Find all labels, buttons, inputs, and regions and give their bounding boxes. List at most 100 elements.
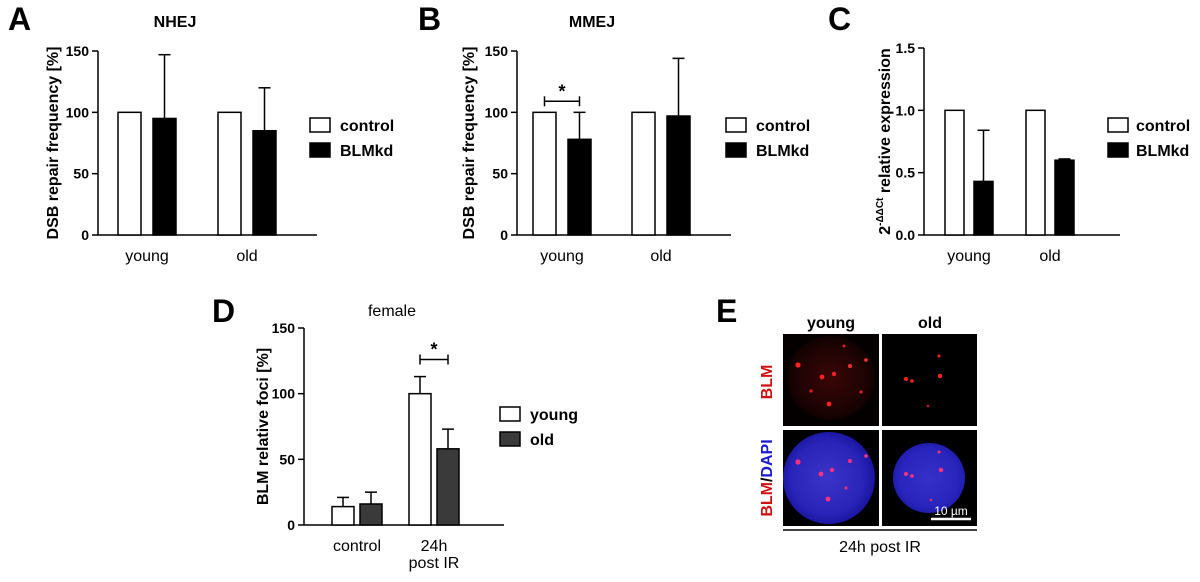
y-axis-label-suffix: relative expression bbox=[877, 48, 894, 197]
y-tick-label: 150 bbox=[272, 320, 296, 336]
bar-control bbox=[532, 111, 557, 236]
y-tick-label: 50 bbox=[73, 166, 89, 182]
legend-label-blmkd: BLMkd bbox=[756, 143, 809, 160]
x-category-label: young bbox=[947, 248, 991, 265]
y-tick-label: 0 bbox=[500, 227, 508, 243]
legend-swatch-control bbox=[309, 117, 331, 133]
legend-label-blmkd: BLMkd bbox=[1136, 143, 1189, 160]
x-category-label: old bbox=[650, 248, 671, 265]
column-label-old: old bbox=[918, 315, 942, 332]
bar-blmkd bbox=[567, 138, 592, 236]
panel-letter-e: E bbox=[716, 293, 737, 329]
y-tick-label: 100 bbox=[485, 104, 509, 120]
legend-swatch-control bbox=[725, 117, 747, 133]
y-axis-label: BLM relative foci [%] bbox=[255, 348, 272, 505]
y-tick-label: 50 bbox=[279, 451, 295, 467]
image-blm-old bbox=[882, 334, 977, 426]
image-merge-young bbox=[783, 430, 879, 526]
chart-title: MMEJ bbox=[569, 14, 615, 31]
panel-letter-a: A bbox=[8, 1, 31, 37]
legend-swatch-blmkd bbox=[725, 142, 747, 158]
chart-relative-expression: 0.00.51.01.52-ΔΔCt relative expressionyo… bbox=[875, 40, 1120, 265]
legend-swatch-young bbox=[499, 406, 521, 422]
legend-swatch-control bbox=[1107, 117, 1129, 133]
x-category-label: 24h bbox=[421, 538, 448, 555]
row-label-blm: BLM bbox=[759, 365, 776, 400]
bar-blmkd bbox=[666, 115, 691, 236]
x-category-label: old bbox=[1039, 248, 1060, 265]
bar-blmkd bbox=[973, 180, 994, 236]
row-label-blm-dapi: BLM/DAPI bbox=[759, 439, 776, 516]
y-tick-label: 1.5 bbox=[896, 40, 916, 56]
bar-old bbox=[359, 503, 383, 526]
legend-label-blmkd: BLMkd bbox=[340, 143, 393, 160]
legend-a: control BLMkd bbox=[309, 117, 394, 160]
y-tick-label: 50 bbox=[492, 166, 508, 182]
y-axis-label: DSB repair frequency [%] bbox=[461, 47, 478, 240]
y-tick-label: 0 bbox=[287, 517, 295, 533]
legend-label-control: control bbox=[1136, 118, 1190, 135]
panel-e-microscopy: young old BLM BLM/DAPI bbox=[759, 315, 977, 556]
y-tick-label: 150 bbox=[66, 43, 90, 59]
bar-blmkd bbox=[152, 117, 177, 236]
x-category-label: control bbox=[333, 538, 381, 555]
significance-star: * bbox=[558, 81, 565, 101]
panel-letter-d: D bbox=[212, 293, 235, 329]
legend-label-old: old bbox=[530, 432, 554, 449]
y-tick-label: 0 bbox=[81, 227, 89, 243]
image-merge-old: 10 µm bbox=[882, 430, 977, 526]
chart-title: female bbox=[368, 303, 416, 320]
legend-swatch-blmkd bbox=[1107, 142, 1129, 158]
y-axis-label-superscript: -ΔΔCt bbox=[875, 197, 886, 226]
nucleus-old-dapi bbox=[893, 443, 965, 513]
legend-c: control BLMkd bbox=[1107, 117, 1190, 160]
scale-bar-label: 10 µm bbox=[934, 504, 968, 518]
y-tick-label: 0.0 bbox=[896, 227, 916, 243]
nucleus-young-dapi bbox=[783, 432, 875, 524]
y-tick-label: 100 bbox=[272, 386, 296, 402]
panel-letter-c: C bbox=[828, 1, 851, 37]
bar-old bbox=[436, 448, 460, 526]
legend-label-control: control bbox=[340, 118, 394, 135]
row-label-blm-part: BLM bbox=[759, 482, 776, 517]
chart-title: NHEJ bbox=[154, 14, 197, 31]
y-tick-label: 1.0 bbox=[896, 102, 916, 118]
bar-blmkd bbox=[1054, 159, 1075, 236]
image-blm-young bbox=[783, 334, 879, 426]
chart-mmej: MMEJ 0 50 100 150 DSB repair frequency [%] you… bbox=[461, 14, 731, 265]
significance-star: * bbox=[430, 340, 437, 360]
caption-24h-post-ir: 24h post IR bbox=[839, 539, 921, 556]
y-axis-label: 2-ΔΔCt relative expression bbox=[875, 48, 894, 235]
x-category-label: post IR bbox=[409, 555, 460, 572]
column-label-young: young bbox=[807, 315, 855, 332]
legend-label-control: control bbox=[756, 118, 810, 135]
bar-blmkd bbox=[252, 129, 277, 236]
x-category-label: old bbox=[236, 248, 257, 265]
x-category-label: young bbox=[125, 248, 169, 265]
panel-letter-b: B bbox=[418, 1, 441, 37]
bar-control bbox=[117, 111, 142, 236]
x-category-label: young bbox=[540, 248, 584, 265]
y-tick-label: 100 bbox=[66, 104, 90, 120]
y-axis-label-base: 2 bbox=[877, 226, 894, 235]
legend-b: control BLMkd bbox=[725, 117, 810, 160]
legend-swatch-blmkd bbox=[309, 142, 331, 158]
y-tick-label: 0.5 bbox=[896, 165, 916, 181]
legend-swatch-old bbox=[499, 431, 521, 447]
bar-young bbox=[331, 505, 355, 526]
bar-control bbox=[944, 109, 965, 236]
y-axis-label: DSB repair frequency [%] bbox=[45, 47, 62, 240]
row-label-dapi-part: DAPI bbox=[759, 439, 776, 477]
legend-label-young: young bbox=[530, 407, 578, 424]
legend-d: young old bbox=[499, 406, 578, 449]
bar-control bbox=[217, 111, 242, 236]
bar-control bbox=[1025, 109, 1046, 236]
row-label-slash: / bbox=[759, 477, 776, 482]
nucleus-young-blm bbox=[787, 336, 875, 420]
y-tick-label: 150 bbox=[485, 43, 509, 59]
bar-control bbox=[631, 111, 656, 236]
